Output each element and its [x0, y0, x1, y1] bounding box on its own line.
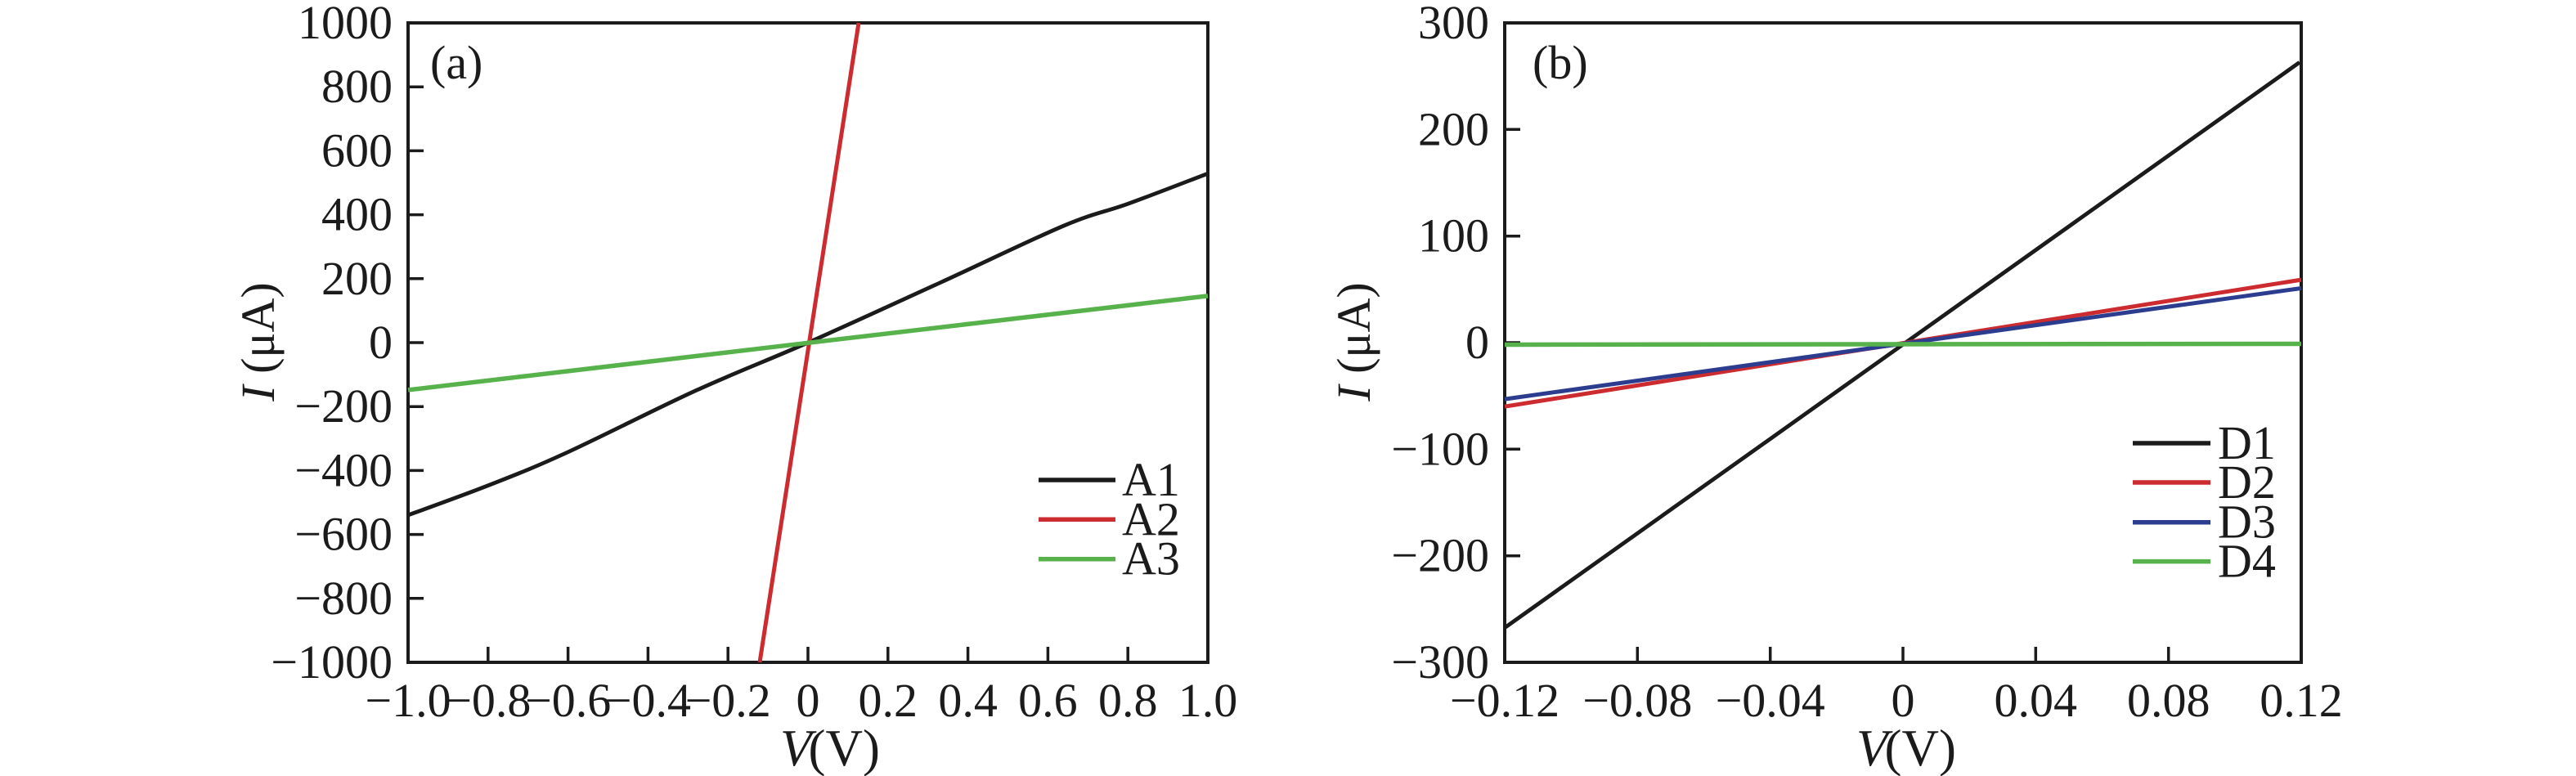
svg-text:800: 800 [321, 60, 393, 113]
svg-text:−800: −800 [294, 572, 393, 625]
svg-text:−0.12: −0.12 [1450, 674, 1560, 727]
svg-text:I (μA): I (μA) [1327, 282, 1380, 401]
svg-text:(a): (a) [430, 36, 482, 89]
svg-text:−1.0: −1.0 [365, 674, 451, 727]
svg-text:−400: −400 [294, 443, 393, 496]
svg-text:0.12: 0.12 [2260, 674, 2343, 727]
svg-text:−200: −200 [294, 379, 393, 433]
svg-text:−200: −200 [1391, 529, 1489, 582]
svg-text:1.0: 1.0 [1178, 674, 1238, 727]
svg-text:0.2: 0.2 [859, 674, 918, 727]
svg-text:A1: A1 [1122, 453, 1180, 506]
svg-text:D2: D2 [2218, 455, 2276, 509]
svg-text:0.8: 0.8 [1098, 674, 1158, 727]
svg-text:0: 0 [369, 316, 393, 369]
svg-text:−0.6: −0.6 [525, 674, 611, 727]
svg-text:−0.4: −0.4 [605, 674, 691, 727]
svg-text:0: 0 [797, 674, 820, 727]
svg-text:−1000: −1000 [271, 635, 393, 689]
svg-text:D1: D1 [2218, 416, 2276, 469]
svg-text:−100: −100 [1391, 422, 1489, 475]
svg-text:(b): (b) [1533, 36, 1588, 89]
svg-text:−0.08: −0.08 [1582, 674, 1692, 727]
svg-text:I (μA): I (μA) [231, 282, 285, 401]
svg-text:A2: A2 [1122, 492, 1180, 545]
svg-text:0.4: 0.4 [938, 674, 998, 727]
svg-text:−300: −300 [1391, 635, 1489, 689]
svg-text:0: 0 [1465, 316, 1489, 369]
svg-text:1000: 1000 [298, 0, 393, 49]
svg-text:V(V): V(V) [780, 720, 880, 776]
svg-text:A3: A3 [1122, 532, 1180, 585]
svg-text:600: 600 [321, 123, 393, 177]
svg-text:V(V): V(V) [1856, 720, 1956, 776]
svg-text:0: 0 [1892, 674, 1915, 727]
svg-text:D4: D4 [2218, 535, 2276, 588]
svg-text:0.08: 0.08 [2127, 674, 2210, 727]
svg-text:300: 300 [1418, 0, 1489, 49]
svg-text:200: 200 [1418, 102, 1489, 155]
svg-text:D3: D3 [2218, 496, 2276, 549]
svg-text:−0.04: −0.04 [1716, 674, 1825, 727]
svg-text:−600: −600 [294, 508, 393, 561]
svg-text:0.04: 0.04 [1995, 674, 2078, 727]
svg-text:−0.8: −0.8 [445, 674, 531, 727]
svg-text:0.6: 0.6 [1018, 674, 1078, 727]
svg-text:400: 400 [321, 188, 393, 241]
svg-text:−0.2: −0.2 [685, 674, 771, 727]
svg-text:100: 100 [1418, 209, 1489, 262]
svg-text:200: 200 [321, 252, 393, 305]
